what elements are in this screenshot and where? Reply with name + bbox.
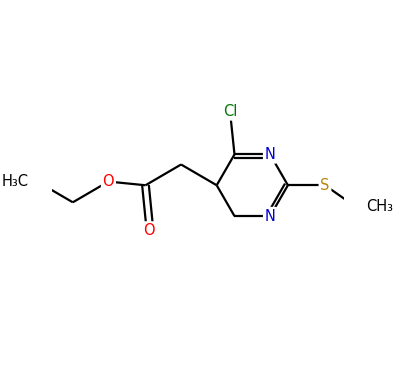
Text: H₃C: H₃C — [1, 174, 28, 189]
Text: S: S — [320, 178, 330, 193]
Text: N: N — [265, 147, 275, 162]
Text: O: O — [102, 174, 114, 189]
Text: O: O — [143, 223, 155, 238]
Text: Cl: Cl — [224, 104, 238, 119]
Text: CH₃: CH₃ — [366, 199, 393, 214]
Text: N: N — [265, 209, 275, 224]
